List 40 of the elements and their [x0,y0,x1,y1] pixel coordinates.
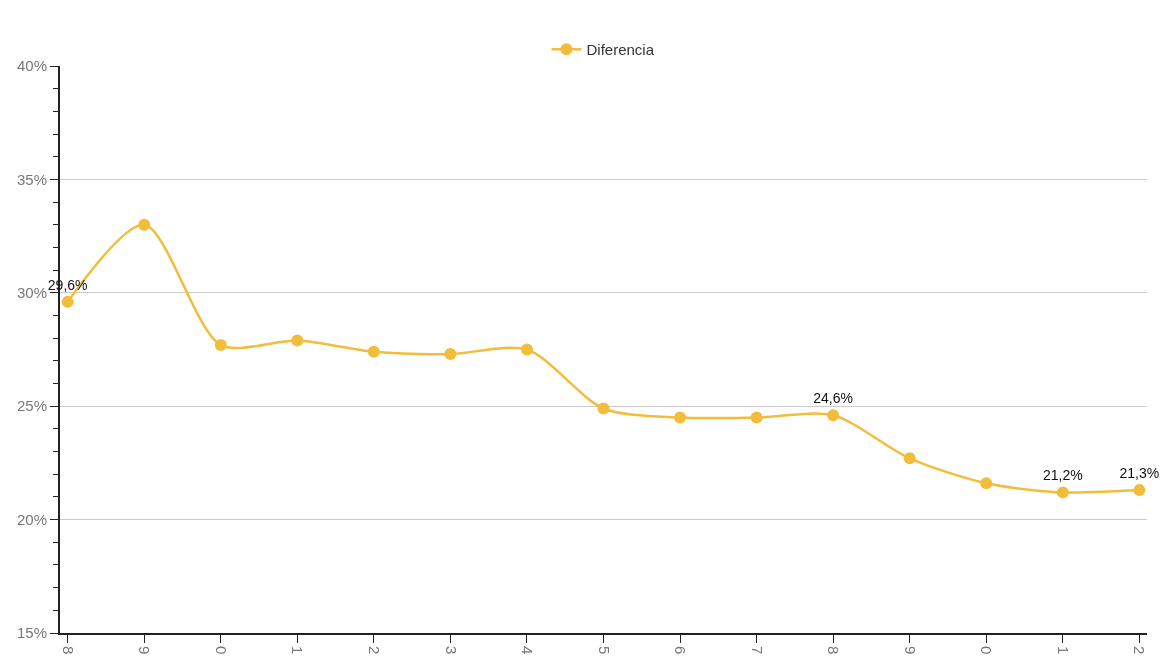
y-tick-label: 25% [16,397,47,415]
point [674,411,687,424]
x-tick-label: 0 [978,646,996,655]
point [214,338,227,351]
x-tick-label: 9 [901,646,919,655]
point [980,477,993,490]
point [750,411,763,424]
x-tick-label: 2 [1131,646,1149,655]
x-tick-label: 2 [365,646,383,655]
data-label: 21,3% [1119,465,1160,482]
point [827,409,840,422]
point [61,295,74,308]
data-label: 24,6% [813,390,853,407]
point [597,402,610,415]
y-tick-label: 15% [16,624,47,642]
point [520,343,533,356]
x-tick-label: 0 [212,646,230,655]
point [291,334,304,347]
point [138,218,151,231]
point [444,348,457,361]
data-label: 21,2% [1042,467,1083,484]
x-tick-label: 3 [442,646,460,655]
y-tick-label: 20% [16,510,47,528]
x-tick-label: 4 [519,646,537,655]
x-tick-label: 8 [825,646,843,655]
x-tick-label: 5 [595,646,613,655]
y-tick-label: 40% [16,57,47,75]
x-tick-label: 1 [1054,646,1072,655]
x-tick-label: 1 [289,646,307,655]
point [1056,486,1069,499]
x-tick-label: 6 [672,646,690,655]
x-tick-label: 8 [59,646,77,655]
y-tick-label: 35% [16,170,47,188]
legend-label: Diferencia [586,41,655,59]
x-tick-label: 9 [136,646,154,655]
point [1133,484,1146,497]
y-tick-label: 30% [16,284,47,302]
point [367,345,380,358]
x-tick-label: 7 [748,646,766,655]
point [903,452,916,465]
